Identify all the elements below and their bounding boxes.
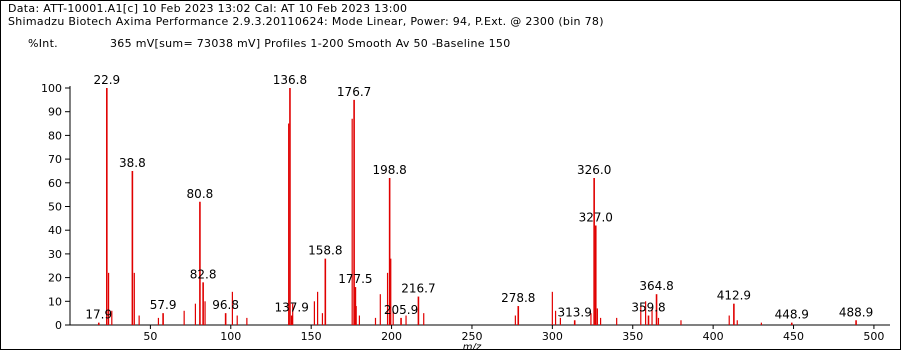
peak-label-82.8: 82.8: [190, 267, 217, 281]
peak-label-137.9: 137.9: [275, 301, 309, 315]
y-axis-title: %Int.: [28, 37, 58, 50]
peak-label-327.0: 327.0: [579, 210, 613, 224]
peak-labels-group: 17.9 22.9 38.8 57.9 80.8 82.8 96.8 136.8 137.9 15…: [85, 73, 873, 322]
y-tick-label: 100: [41, 82, 62, 95]
instrument-info-line: Shimadzu Biotech Axima Performance 2.9.3…: [8, 15, 604, 28]
peak-label-313.9: 313.9: [558, 305, 592, 319]
y-tick-label: 70: [48, 153, 62, 166]
y-tick-label: 30: [48, 248, 62, 261]
y-tick-label: 10: [48, 295, 62, 308]
peak-label-176.7: 176.7: [337, 85, 371, 99]
peak-label-17.9: 17.9: [85, 308, 112, 322]
minor-peaks-group: [107, 118, 762, 325]
y-tick-label: 20: [48, 272, 62, 285]
peak-label-80.8: 80.8: [187, 187, 214, 201]
peak-label-488.9: 488.9: [839, 305, 873, 319]
x-tick-label: 50: [143, 330, 157, 343]
x-tick-label: 500: [863, 330, 884, 343]
acquisition-summary: 365 mV[sum= 73038 mV] Profiles 1-200 Smo…: [110, 37, 511, 50]
peak-label-205.9: 205.9: [384, 303, 418, 317]
x-tick-label: 300: [542, 330, 563, 343]
peak-label-359.8: 359.8: [631, 301, 665, 315]
x-tick-label: 100: [220, 330, 241, 343]
peak-label-412.9: 412.9: [717, 289, 751, 303]
peak-label-448.9: 448.9: [775, 308, 809, 322]
peak-label-198.8: 198.8: [372, 163, 406, 177]
chart-axes: 0 10 20 30 40 50 60 70 80 90 100 50 100 150 200 250 300 3…: [41, 82, 890, 343]
x-tick-label: 250: [461, 330, 482, 343]
peak-label-96.8: 96.8: [212, 298, 239, 312]
labeled-peaks-group: [97, 88, 857, 325]
x-axis-title: m/z: [463, 342, 482, 350]
peak-label-326.0: 326.0: [577, 163, 611, 177]
y-tick-label: 80: [48, 129, 62, 142]
y-tick-label: 60: [48, 177, 62, 190]
x-tick-label: 350: [622, 330, 643, 343]
peak-label-278.8: 278.8: [501, 291, 535, 305]
peak-label-158.8: 158.8: [308, 244, 342, 258]
y-tick-label: 50: [48, 201, 62, 214]
peak-label-177.5: 177.5: [338, 272, 372, 286]
peak-label-364.8: 364.8: [639, 279, 673, 293]
x-tick-label: 200: [381, 330, 402, 343]
peak-label-57.9: 57.9: [150, 298, 177, 312]
peak-label-22.9: 22.9: [93, 73, 120, 87]
data-info-line: Data: ATT-10001.A1[c] 10 Feb 2023 13:02 …: [8, 2, 408, 15]
x-tick-label: 450: [783, 330, 804, 343]
y-tick-label: 40: [48, 224, 62, 237]
x-tick-label: 400: [703, 330, 724, 343]
x-tick-label: 150: [301, 330, 322, 343]
peak-label-136.8: 136.8: [273, 73, 307, 87]
y-tick-label: 0: [55, 319, 62, 332]
y-tick-label: 90: [48, 106, 62, 119]
peak-label-38.8: 38.8: [119, 156, 146, 170]
peak-label-216.7: 216.7: [401, 282, 435, 296]
